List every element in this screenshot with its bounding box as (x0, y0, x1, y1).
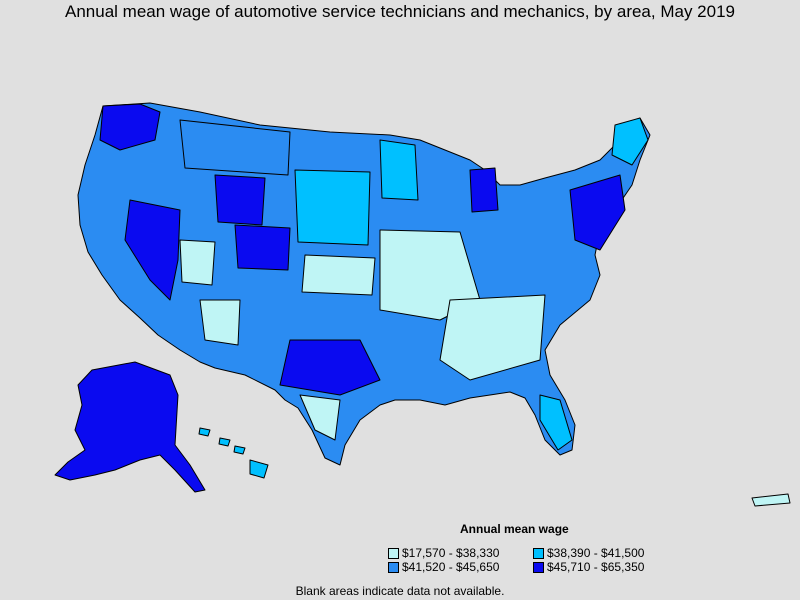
legend-item-3: $41,520 - $45,650 (388, 560, 499, 574)
region-southeast-light (439, 294, 546, 381)
legend-title: Annual mean wage (460, 522, 569, 536)
legend-item-1: $17,570 - $38,330 (388, 546, 499, 560)
region-minnesota-cyan (379, 139, 419, 201)
region-wyoming (214, 174, 266, 226)
hawaii-island-1 (198, 427, 211, 437)
alaska (54, 361, 206, 493)
region-texas-light (299, 394, 341, 441)
legend-label-4: $45,710 - $65,350 (547, 560, 645, 574)
region-mich-dark (469, 167, 499, 213)
legend-item-4: $45,710 - $65,350 (533, 560, 644, 574)
hawaii-island-2 (218, 437, 231, 447)
region-arizona-light (199, 299, 241, 346)
legend-swatch-4 (533, 561, 544, 573)
region-nevada (124, 199, 181, 301)
hawaii-island-3 (233, 445, 246, 455)
legend-swatch-1 (388, 547, 399, 559)
region-kansas-light (301, 254, 376, 296)
region-maine-cyan (611, 117, 649, 166)
region-colorado-dark (234, 224, 291, 271)
region-northeast-dark (569, 174, 626, 251)
legend-item-2: $38,390 - $41,500 (533, 546, 644, 560)
footnote: Blank areas indicate data not available. (295, 584, 505, 598)
legend-label-2: $38,390 - $41,500 (547, 546, 645, 560)
region-montana-mid (179, 119, 291, 176)
legend-label-3: $41,520 - $45,650 (402, 560, 500, 574)
legend-swatch-2 (533, 547, 544, 559)
puerto-rico (751, 493, 791, 507)
region-florida-cyan (539, 394, 573, 451)
region-dakotas-cyan (294, 169, 371, 246)
legend-label-1: $17,570 - $38,330 (402, 546, 500, 560)
legend-swatch-3 (388, 561, 399, 573)
region-wa (99, 103, 161, 151)
map-title: Annual mean wage of automotive service t… (65, 2, 735, 21)
region-texas-dark (279, 339, 381, 396)
region-utah-light (179, 239, 216, 286)
hawaii-island-4 (249, 459, 269, 479)
